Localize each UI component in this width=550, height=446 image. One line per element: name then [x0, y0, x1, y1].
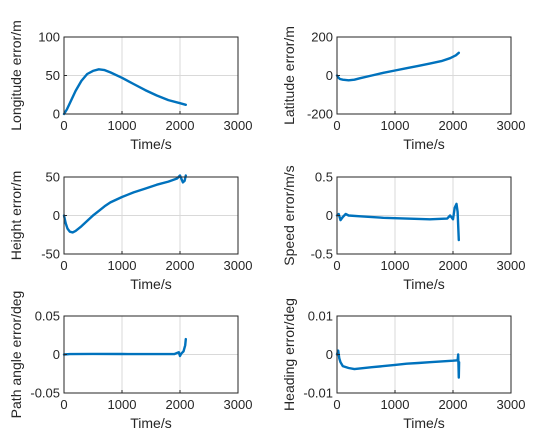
- y-tick-label: 200: [311, 30, 333, 45]
- x-tick-label: 0: [60, 397, 67, 412]
- y-axis-label: Latitude error/m: [281, 26, 297, 125]
- y-tick-label: 0: [53, 347, 60, 362]
- x-tick-label: 1000: [108, 397, 137, 412]
- x-tick-label: 0: [60, 258, 67, 273]
- y-tick-label: -50: [41, 247, 60, 262]
- y-axis-label: Height error/m: [8, 171, 24, 260]
- x-tick-label: 1000: [108, 258, 137, 273]
- x-axis-label: Time/s: [403, 415, 444, 431]
- y-tick-label: 0: [53, 107, 60, 122]
- y-tick-label: -0.05: [30, 386, 60, 401]
- x-tick-label: 3000: [224, 118, 253, 133]
- x-tick-label: 1000: [381, 118, 410, 133]
- y-tick-label: 50: [46, 68, 60, 83]
- y-tick-label: 0: [53, 208, 60, 223]
- x-tick-label: 2000: [439, 397, 468, 412]
- x-tick-label: 2000: [439, 258, 468, 273]
- x-axis-label: Time/s: [403, 276, 444, 292]
- series-line: [62, 337, 187, 358]
- y-tick-label: 0.5: [315, 170, 333, 185]
- y-tick-label: 0.05: [35, 309, 60, 324]
- y-axis-label: Longitude error/m: [8, 20, 24, 131]
- y-tick-label: 0: [326, 68, 333, 83]
- x-tick-label: 3000: [497, 118, 526, 133]
- y-tick-label: 50: [46, 170, 60, 185]
- x-tick-label: 3000: [497, 258, 526, 273]
- series-line: [335, 349, 461, 379]
- x-axis-label: Time/s: [130, 415, 171, 431]
- y-axis-label: Path angle error/deg: [8, 291, 24, 419]
- x-tick-label: 2000: [166, 118, 195, 133]
- subplot-1: 0 1000 2000 3000 0 50 100 Time/s Longitude error…: [8, 20, 252, 152]
- x-tick-label: 3000: [224, 258, 253, 273]
- x-tick-label: 2000: [439, 118, 468, 133]
- x-tick-label: 1000: [108, 118, 137, 133]
- x-tick-label: 0: [60, 118, 67, 133]
- series-line: [62, 68, 187, 116]
- x-tick-label: 0: [333, 258, 340, 273]
- y-tick-label: 100: [38, 30, 60, 45]
- x-axis-label: Time/s: [130, 136, 171, 152]
- x-tick-label: 1000: [381, 258, 410, 273]
- x-tick-label: 2000: [166, 397, 195, 412]
- x-tick-label: 0: [333, 397, 340, 412]
- x-tick-label: 1000: [381, 397, 410, 412]
- series-line: [335, 51, 460, 82]
- y-axis-label: Heading error/deg: [281, 298, 297, 411]
- y-axis-label: Speed error/m/s: [281, 165, 297, 265]
- series-line: [335, 202, 460, 242]
- x-tick-label: 3000: [497, 397, 526, 412]
- y-tick-label: 0: [326, 208, 333, 223]
- x-tick-label: 2000: [166, 258, 195, 273]
- x-axis-label: Time/s: [130, 276, 171, 292]
- y-tick-label: -0.01: [303, 386, 333, 401]
- y-tick-label: 0.01: [308, 309, 333, 324]
- x-axis-label: Time/s: [403, 136, 444, 152]
- y-tick-label: -200: [307, 107, 333, 122]
- x-tick-label: 3000: [224, 397, 253, 412]
- y-tick-label: -0.5: [311, 247, 333, 262]
- y-tick-label: 0: [326, 347, 333, 362]
- x-tick-label: 0: [333, 118, 340, 133]
